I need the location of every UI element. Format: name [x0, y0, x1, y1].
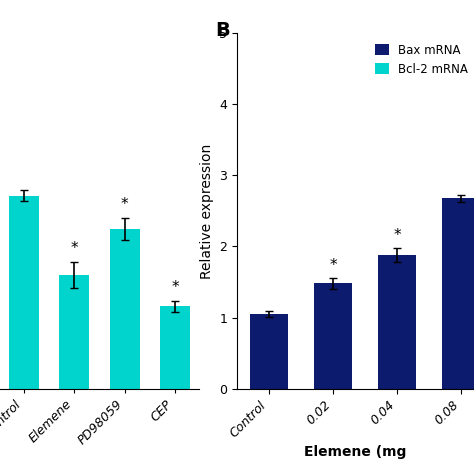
Text: *: * [71, 241, 78, 256]
Text: *: * [329, 258, 337, 273]
Text: B: B [216, 21, 230, 40]
Text: *: * [171, 280, 179, 295]
X-axis label: Elemene (mg: Elemene (mg [304, 445, 407, 459]
Bar [378, 255, 416, 389]
Y-axis label: Relative expression: Relative expression [200, 143, 214, 279]
Bar [9, 196, 39, 389]
Bar [160, 306, 190, 389]
Bar [314, 283, 352, 389]
Bar [59, 275, 90, 389]
Bar [250, 314, 288, 389]
Text: *: * [121, 197, 128, 212]
Bar [442, 198, 474, 389]
Text: *: * [393, 228, 401, 243]
Legend: Bax mRNA, Bcl-2 mRNA: Bax mRNA, Bcl-2 mRNA [370, 39, 473, 81]
Bar [109, 229, 140, 389]
